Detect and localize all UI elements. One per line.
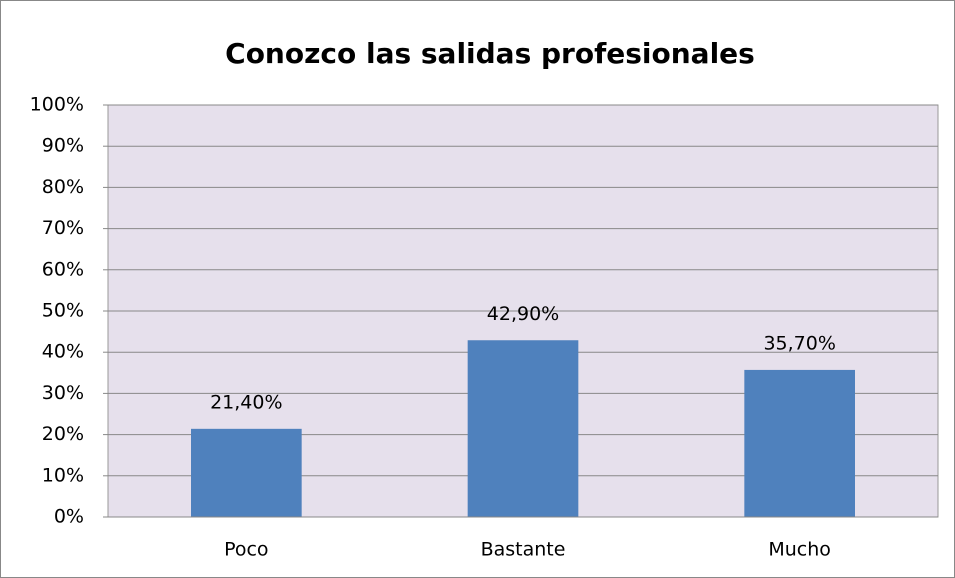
y-tick-label: 0%	[54, 506, 84, 528]
y-tick-label: 40%	[42, 341, 84, 363]
y-tick-label: 90%	[42, 135, 84, 157]
y-tick-label: 10%	[42, 464, 84, 486]
x-tick-label: Mucho	[768, 539, 831, 561]
bar	[191, 428, 302, 517]
x-tick-label: Bastante	[481, 539, 566, 561]
data-label: 35,70%	[763, 332, 835, 354]
x-tick-label: Poco	[224, 539, 268, 561]
y-tick-label: 80%	[42, 176, 84, 198]
y-tick-label: 60%	[42, 258, 84, 280]
y-tick-label: 20%	[42, 423, 84, 445]
chart-title: Conozco las salidas profesionales	[225, 37, 755, 70]
data-label: 42,90%	[487, 303, 559, 325]
bar	[467, 340, 579, 517]
y-tick-label: 50%	[42, 300, 84, 322]
data-label: 21,40%	[210, 391, 282, 413]
y-tick-label: 70%	[42, 217, 84, 239]
y-tick-label: 30%	[42, 382, 84, 404]
y-tick-label: 100%	[30, 94, 84, 116]
bar	[744, 369, 855, 517]
